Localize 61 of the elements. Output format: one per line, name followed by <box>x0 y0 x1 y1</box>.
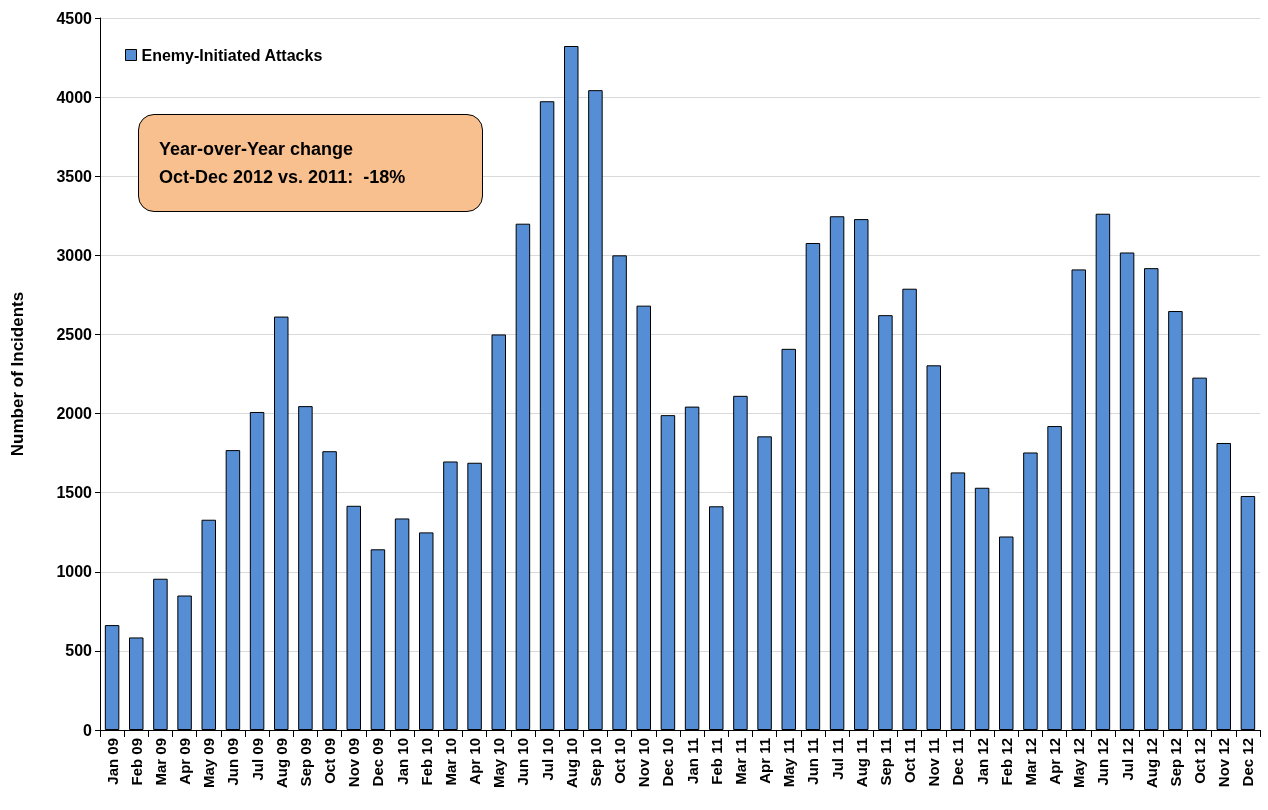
x-tick-label: Jun 11 <box>804 738 822 785</box>
x-tick-label: Jun 09 <box>224 738 242 786</box>
y-tick-label: 4500 <box>56 9 93 27</box>
x-tick-label: Mar 12 <box>1021 738 1039 786</box>
x-tick-label: Feb 11 <box>707 738 725 785</box>
x-tick-label: Aug 10 <box>562 738 580 789</box>
x-tick-label: May 09 <box>200 738 218 789</box>
x-tick-label: Jan 10 <box>393 738 411 785</box>
x-tick-label: Apr 12 <box>1046 738 1064 785</box>
x-tick-label: Mar 09 <box>151 738 169 786</box>
x-tick-label: Jan 11 <box>683 738 701 784</box>
x-tick-label: Feb 10 <box>417 738 435 786</box>
x-tick-label: Oct 10 <box>611 738 629 784</box>
y-axis-title: Number of Incidents <box>8 291 27 457</box>
x-tick-label: May 10 <box>490 738 508 789</box>
x-tick-label: Jul 09 <box>248 738 266 781</box>
x-tick-label: Jul 10 <box>538 738 556 781</box>
x-tick-label: Sep 09 <box>296 738 314 787</box>
x-tick-label: Jul 11 <box>828 738 846 780</box>
x-tick-label: Sep 12 <box>1166 738 1184 787</box>
y-tick-label: 1000 <box>56 563 93 581</box>
x-tick-label: May 11 <box>780 738 798 788</box>
x-tick-label: Nov 12 <box>1215 738 1233 788</box>
x-tick-label: Apr 10 <box>466 738 484 785</box>
x-tick-label: Sep 10 <box>586 738 604 787</box>
x-tick-label: Nov 10 <box>635 738 653 788</box>
x-tick-label: Nov 09 <box>345 738 363 788</box>
x-tick-label: Dec 12 <box>1239 738 1257 787</box>
x-tick-label: Mar 10 <box>441 738 459 786</box>
x-tick-label: Dec 11 <box>949 738 967 786</box>
x-tick-label: Aug 09 <box>272 738 290 789</box>
y-tick-label: 1500 <box>56 484 93 502</box>
x-tick-label: Apr 11 <box>756 738 774 784</box>
x-tick-label: Mar 11 <box>731 738 749 785</box>
x-tick-label: Jul 12 <box>1118 738 1136 781</box>
y-tick-label: 4000 <box>56 88 93 106</box>
y-tick-label: 0 <box>83 721 93 739</box>
x-tick-label: Apr 09 <box>176 738 194 785</box>
x-tick-label: Aug 12 <box>1142 738 1160 789</box>
x-tick-label: Jun 10 <box>514 738 532 786</box>
y-tick-label: 3000 <box>56 246 93 264</box>
x-tick-label: Jan 12 <box>973 738 991 785</box>
x-tick-label: Nov 11 <box>925 738 943 787</box>
x-tick-label: Jun 12 <box>1094 738 1112 786</box>
x-tick-label: Sep 11 <box>876 738 894 786</box>
y-tick-label: 500 <box>65 642 93 660</box>
legend-label: Enemy-Initiated Attacks <box>141 46 323 64</box>
x-tick-label: Oct 09 <box>321 738 339 784</box>
x-tick-label: Dec 10 <box>659 738 677 787</box>
x-tick-label: Oct 12 <box>1191 738 1209 784</box>
x-tick-label: Feb 12 <box>997 738 1015 786</box>
callout-box: Year-over-Year change Oct-Dec 2012 vs. 2011: -18% <box>138 114 483 212</box>
y-tick-label: 3500 <box>56 167 93 185</box>
x-tick-label: Aug 11 <box>852 738 870 788</box>
y-tick-label: 2000 <box>56 405 93 423</box>
x-tick-label: Dec 09 <box>369 738 387 787</box>
x-tick-label: Feb 09 <box>127 738 145 786</box>
y-tick-label: 2500 <box>56 325 93 343</box>
x-tick-label: Oct 11 <box>901 738 919 784</box>
x-tick-label: May 12 <box>1070 738 1088 789</box>
x-tick-label: Jan 09 <box>103 738 121 785</box>
